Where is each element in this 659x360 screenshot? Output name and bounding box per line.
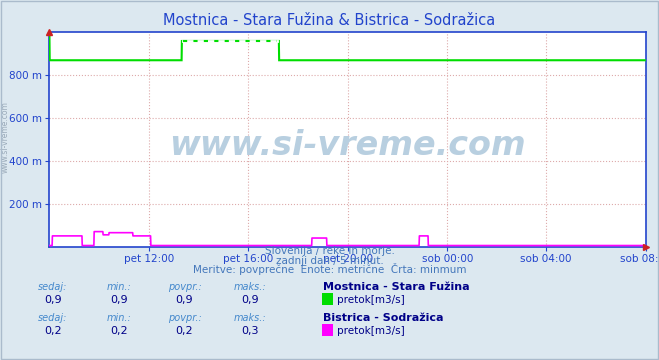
Text: 0,9: 0,9 xyxy=(176,295,193,305)
Text: zadnji dan / 5 minut.: zadnji dan / 5 minut. xyxy=(275,256,384,266)
Text: 0,9: 0,9 xyxy=(44,295,61,305)
Text: 0,2: 0,2 xyxy=(44,326,61,336)
Text: www.si-vreme.com: www.si-vreme.com xyxy=(1,101,10,173)
Text: Mostnica - Stara Fužina & Bistrica - Sodražica: Mostnica - Stara Fužina & Bistrica - Sod… xyxy=(163,13,496,28)
Text: pretok[m3/s]: pretok[m3/s] xyxy=(337,295,405,305)
Text: maks.:: maks.: xyxy=(234,313,267,323)
Text: 0,3: 0,3 xyxy=(242,326,259,336)
Text: pretok[m3/s]: pretok[m3/s] xyxy=(337,326,405,336)
Text: sedaj:: sedaj: xyxy=(38,313,67,323)
Text: 0,2: 0,2 xyxy=(176,326,193,336)
Text: povpr.:: povpr.: xyxy=(167,282,202,292)
Text: 0,2: 0,2 xyxy=(110,326,127,336)
Text: Slovenija / reke in morje.: Slovenija / reke in morje. xyxy=(264,246,395,256)
Text: min.:: min.: xyxy=(106,313,131,323)
Text: 0,9: 0,9 xyxy=(110,295,127,305)
Text: Bistrica - Sodražica: Bistrica - Sodražica xyxy=(323,313,444,323)
Text: Mostnica - Stara Fužina: Mostnica - Stara Fužina xyxy=(323,282,469,292)
Text: min.:: min.: xyxy=(106,282,131,292)
Text: sedaj:: sedaj: xyxy=(38,282,67,292)
Text: povpr.:: povpr.: xyxy=(167,313,202,323)
Text: www.si-vreme.com: www.si-vreme.com xyxy=(169,130,526,162)
Text: Meritve: povprečne  Enote: metrične  Črta: minmum: Meritve: povprečne Enote: metrične Črta:… xyxy=(192,263,467,275)
Text: 0,9: 0,9 xyxy=(242,295,259,305)
Text: maks.:: maks.: xyxy=(234,282,267,292)
